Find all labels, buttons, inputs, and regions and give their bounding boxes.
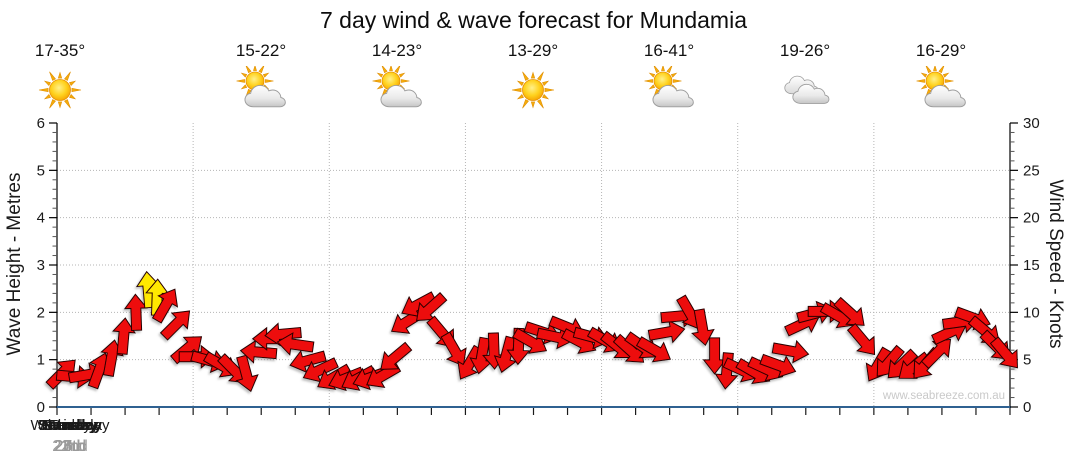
svg-text:3: 3 <box>37 257 45 274</box>
day-name: Saturday <box>37 417 103 434</box>
temperature-range: 15-22° <box>235 41 287 60</box>
right-axis-title: Wind Speed - Knots <box>1045 179 1066 349</box>
temperature-range: 14-23° <box>371 41 423 60</box>
day-forecast-sunday: 16-41° <box>609 41 729 117</box>
svg-text:0: 0 <box>37 399 45 416</box>
temperature-range: 13-29° <box>507 41 559 60</box>
day-date: 27th <box>54 438 86 455</box>
wind-direction-arrows <box>45 270 1018 393</box>
day-name: Wednesday <box>30 417 110 434</box>
day-date: 25th <box>54 438 86 455</box>
temperature-range: 16-29° <box>915 41 967 60</box>
weather-icon-cloudy <box>779 66 831 112</box>
watermark: www.seabreeze.com.au <box>882 390 1005 402</box>
svg-text:1: 1 <box>37 352 45 369</box>
day-label-sunday: Sunday 25th <box>0 417 140 456</box>
weather-icon-sunny <box>507 66 559 112</box>
day-date: 28th <box>54 438 86 455</box>
day-label-wednesday: Wednesday 28th <box>0 417 140 456</box>
day-forecast-saturday: 13-29° <box>473 41 593 117</box>
temperature-range: 17-35° <box>34 41 86 60</box>
svg-text:30: 30 <box>1023 115 1040 132</box>
day-label-monday: Monday 26th <box>0 417 140 456</box>
day-label-saturday: Saturday 24th <box>0 417 140 456</box>
day-label-tuesday: Tuesday 27th <box>0 417 140 456</box>
day-date: 22nd <box>52 438 88 455</box>
day-forecast-friday: 14-23° <box>337 41 457 117</box>
day-name: Monday <box>43 417 97 434</box>
day-name: Thursday <box>38 417 102 434</box>
weather-icon-partly-cloudy <box>371 64 423 112</box>
day-forecast-thursday: 15-22° <box>201 41 321 117</box>
page-title: 7 day wind & wave forecast for Mundamia <box>320 7 747 33</box>
svg-text:2: 2 <box>37 304 45 321</box>
svg-text:5: 5 <box>1023 352 1031 369</box>
svg-text:6: 6 <box>37 115 45 132</box>
day-label-thursday: Thursday 22nd <box>0 417 140 456</box>
left-axis-title: Wave Height - Metres <box>4 172 25 356</box>
day-name: Tuesday <box>41 417 99 434</box>
day-date: 23rd <box>53 438 87 455</box>
temperature-range: 16-41° <box>643 41 695 60</box>
day-date: 24th <box>54 438 86 455</box>
day-name: Friday <box>49 417 91 434</box>
temperature-range: 19-26° <box>779 41 831 60</box>
svg-text:15: 15 <box>1023 257 1040 274</box>
svg-text:20: 20 <box>1023 210 1040 227</box>
day-forecast-tuesday: 16-29° <box>881 41 1001 117</box>
gridlines <box>57 123 1010 407</box>
svg-text:10: 10 <box>1023 304 1040 321</box>
svg-text:0: 0 <box>1023 399 1031 416</box>
day-date: 26th <box>54 438 86 455</box>
day-forecast-wednesday: 17-35° <box>0 41 120 117</box>
svg-text:4: 4 <box>37 210 45 227</box>
weather-icon-partly-cloudy <box>235 64 287 112</box>
day-forecast-monday: 19-26° <box>745 41 865 117</box>
weather-icon-partly-cloudy <box>643 64 695 112</box>
weather-icon-partly-cloudy <box>915 64 967 112</box>
svg-text:25: 25 <box>1023 162 1040 179</box>
svg-text:5: 5 <box>37 162 45 179</box>
day-label-friday: Friday 23rd <box>0 417 140 456</box>
weather-icon-sunny <box>34 66 86 112</box>
axes-and-ticks: 0 1 2 3 4 5 6 0 5 10 15 20 25 30 <box>37 115 1040 416</box>
day-name: Sunday <box>42 417 98 434</box>
